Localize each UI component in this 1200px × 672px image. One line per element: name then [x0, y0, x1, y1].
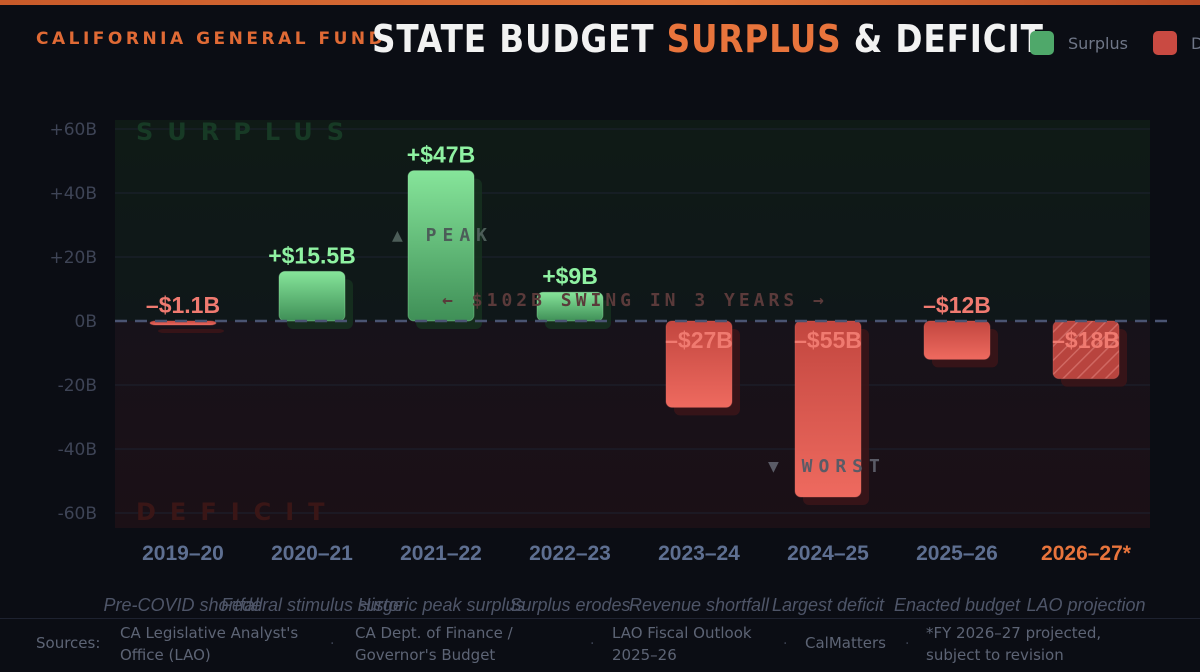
bar-deficit	[923, 320, 991, 360]
bar-caption: Federal stimulus surge	[221, 595, 403, 615]
separator-dot: ·	[905, 636, 910, 652]
title-accent: SURPLUS	[666, 17, 842, 61]
x-category-label: 2022–23	[529, 542, 611, 565]
y-tick-label: -20B	[58, 376, 97, 396]
x-category-label: 2023–24	[658, 542, 740, 565]
kicker: CALIFORNIA GENERAL FUND	[36, 29, 387, 49]
x-category-label: 2026–27*	[1041, 542, 1132, 565]
data-label: –$1.1B	[146, 292, 220, 318]
bar-shadow	[158, 329, 224, 333]
bar-caption: Historic peak surplus	[357, 595, 524, 615]
data-label: +$9B	[542, 263, 598, 289]
deficit-zone-label: DEFICIT	[136, 498, 339, 526]
bar-caption: Largest deficit	[772, 595, 885, 615]
separator-dot: ·	[330, 636, 335, 652]
data-label: +$47B	[407, 142, 475, 168]
peak-annotation: ▲ PEAK	[392, 225, 493, 246]
separator-dot: ·	[783, 636, 788, 652]
legend-item-surplus: Surplus	[1030, 31, 1128, 55]
y-tick-label: -40B	[58, 440, 97, 460]
bar-deficit	[794, 320, 862, 498]
data-label: –$18B	[1052, 327, 1120, 353]
surplus-zone-label: SURPLUS	[136, 118, 358, 146]
y-tick-label: +40B	[49, 184, 97, 204]
source-note: *FY 2026–27 projected, subject to revisi…	[926, 624, 1102, 664]
source-item: CA Legislative Analyst's Office (LAO)	[120, 624, 299, 664]
legend-swatch-surplus	[1030, 31, 1054, 55]
sources-label: Sources:	[36, 634, 101, 652]
bar-surplus	[536, 291, 604, 322]
data-label: +$15.5B	[268, 242, 356, 268]
x-category-label: 2021–22	[400, 542, 482, 565]
y-tick-label: +20B	[49, 248, 97, 268]
separator-dot: ·	[590, 636, 595, 652]
x-category-label: 2020–21	[271, 542, 353, 565]
budget-bar-chart: +60B +40B +20B 0B -20B -40B -60B SURPLUS DEFICIT…	[49, 118, 1172, 615]
title-suffix: & DEFICIT	[841, 17, 1044, 61]
data-label: –$12B	[923, 292, 991, 318]
data-label: –$55B	[794, 327, 862, 353]
y-tick-label: -60B	[58, 504, 97, 524]
title-prefix: STATE BUDGET	[372, 17, 667, 61]
legend-swatch-deficit	[1153, 31, 1177, 55]
bar-caption: Revenue shortfall	[629, 595, 770, 615]
x-category-label: 2024–25	[787, 542, 869, 565]
worst-annotation: ▼ WORST	[768, 456, 886, 477]
source-item: CalMatters	[805, 634, 886, 652]
legend-item-deficit: D	[1153, 31, 1200, 55]
bar-surplus	[278, 270, 346, 322]
source-item: CA Dept. of Finance / Governor's Budget	[355, 624, 513, 664]
y-tick-label: +60B	[49, 120, 97, 140]
legend-label-deficit: D	[1191, 33, 1200, 53]
chart-title: STATE BUDGET SURPLUS & DEFICIT	[372, 17, 1044, 61]
legend-label-surplus: Surplus	[1068, 33, 1128, 53]
x-category-label: 2025–26	[916, 542, 998, 565]
bar-caption: Surplus erodes	[509, 595, 630, 615]
bar-caption: Enacted budget	[894, 595, 1021, 615]
header: CALIFORNIA GENERAL FUND STATE BUDGET SUR…	[0, 5, 1200, 83]
x-category-label: 2019–20	[142, 542, 224, 565]
source-item: LAO Fiscal Outlook 2025–26	[612, 624, 752, 664]
y-tick-label: 0B	[75, 312, 97, 332]
sources-footer: Sources: CA Legislative Analyst's Office…	[0, 618, 1200, 672]
data-label: –$27B	[665, 327, 733, 353]
top-accent-stripe	[0, 0, 1200, 5]
swing-annotation: ← $102B SWING IN 3 YEARS →	[442, 290, 828, 311]
bar-caption: LAO projection	[1026, 595, 1145, 615]
bar-caption: Pre-COVID shortfall	[103, 595, 263, 615]
